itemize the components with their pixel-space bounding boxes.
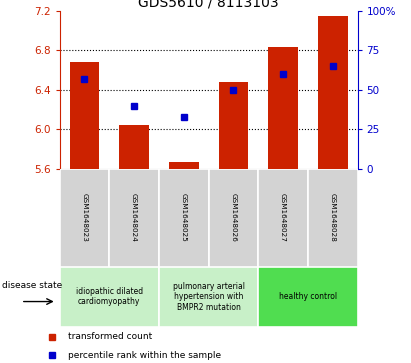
Text: GSM1648023: GSM1648023 (81, 193, 88, 242)
Bar (208, 169, 258, 267)
Bar (60, 169, 109, 267)
Text: transformed count: transformed count (68, 333, 152, 341)
Bar (159, 169, 208, 267)
Text: GSM1648025: GSM1648025 (181, 193, 187, 242)
Text: idiopathic dilated
cardiomyopathy: idiopathic dilated cardiomyopathy (76, 287, 143, 306)
Bar (268, 48, 298, 169)
Text: healthy control: healthy control (279, 292, 337, 301)
Text: GSM1648024: GSM1648024 (131, 193, 137, 242)
Bar (318, 16, 348, 169)
Title: GDS5610 / 8113103: GDS5610 / 8113103 (138, 0, 279, 10)
Text: percentile rank within the sample: percentile rank within the sample (68, 351, 221, 359)
Bar (219, 82, 248, 169)
Bar (60, 267, 159, 327)
Bar (258, 169, 308, 267)
Bar (159, 267, 258, 327)
Text: disease state: disease state (2, 281, 62, 290)
Bar (169, 162, 199, 169)
Bar (308, 169, 358, 267)
Text: pulmonary arterial
hypertension with
BMPR2 mutation: pulmonary arterial hypertension with BMP… (173, 282, 245, 312)
Bar (119, 125, 149, 169)
Text: GSM1648026: GSM1648026 (231, 193, 236, 242)
Bar (258, 267, 358, 327)
Bar (69, 62, 99, 169)
Bar (109, 169, 159, 267)
Text: GSM1648027: GSM1648027 (280, 193, 286, 242)
Text: GSM1648028: GSM1648028 (330, 193, 336, 242)
